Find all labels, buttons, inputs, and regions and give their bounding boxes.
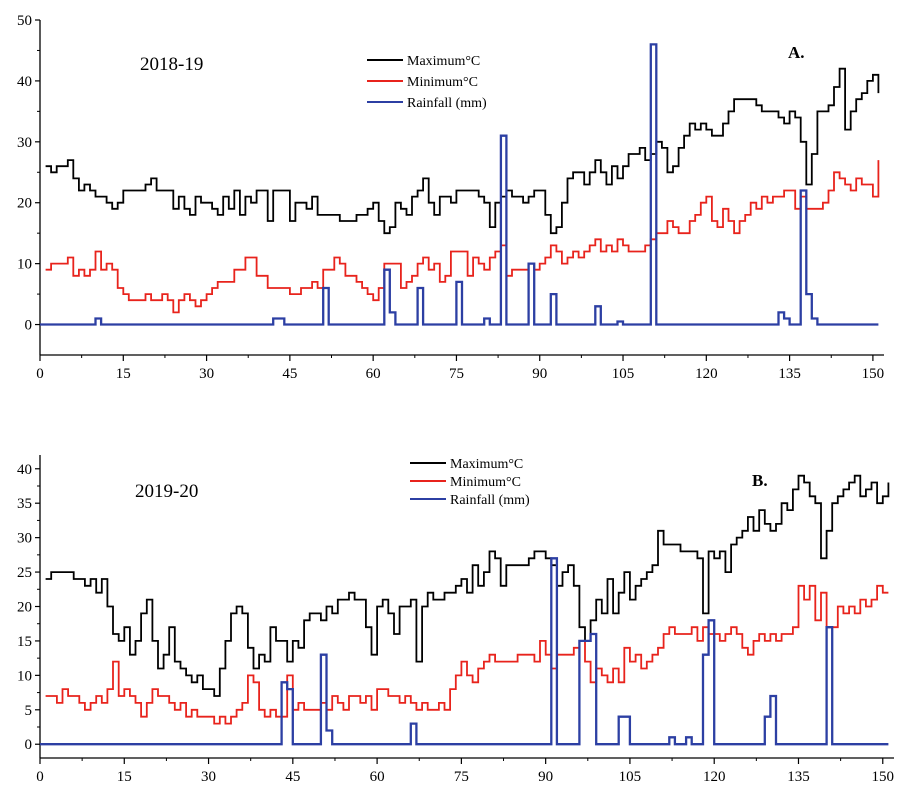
x-tick-label: 120: [695, 366, 718, 382]
x-tick-label: 15: [117, 769, 132, 785]
series-line-rainfall-mm: [40, 43, 879, 326]
legend-label-minimum-c: Minimum°C: [407, 75, 478, 90]
x-tick-label: 105: [612, 366, 635, 382]
season-annotation: 2019-20: [135, 481, 198, 502]
x-tick-label: 45: [282, 366, 297, 382]
y-tick-label: 15: [17, 634, 32, 650]
x-tick-label: 120: [703, 769, 726, 785]
legend-label-minimum-c: Minimum°C: [450, 475, 521, 490]
series-line-rainfall-mm: [40, 557, 889, 746]
panel-label: B.: [752, 471, 768, 490]
y-tick-label: 20: [17, 600, 32, 616]
series-line-maximum-c: [45, 474, 890, 697]
legend-label-maximum-c: Maximum°C: [450, 457, 523, 472]
x-tick-label: 105: [619, 769, 642, 785]
panel-2018-19: 0 10 20 30 40 50 0 15 30 45 60 75 90 105 120 135 150 Maxi…: [17, 13, 884, 382]
y-tick-label: 40: [17, 74, 32, 90]
legend-label-rainfall-mm: Rainfall (mm): [450, 493, 530, 508]
x-tick-label: 60: [370, 769, 385, 785]
x-tick-label: 75: [449, 366, 464, 382]
y-tick-label: 20: [17, 196, 32, 212]
y-tick-label: 50: [17, 13, 32, 29]
legend-label-rainfall-mm: Rainfall (mm): [407, 96, 487, 111]
series-line-maximum-c: [45, 67, 880, 235]
y-tick-label: 25: [17, 565, 32, 581]
x-tick-label: 30: [201, 769, 216, 785]
x-tick-label: 60: [366, 366, 381, 382]
x-tick-label: 45: [285, 769, 300, 785]
x-tick-label: 90: [538, 769, 553, 785]
x-tick-label: 90: [532, 366, 547, 382]
y-tick-label: 10: [17, 257, 32, 273]
x-tick-label: 75: [454, 769, 469, 785]
x-tick-label: 30: [199, 366, 214, 382]
season-annotation: 2018-19: [140, 54, 203, 75]
y-tick-label: 5: [25, 703, 33, 719]
y-tick-label: 0: [25, 737, 33, 753]
legend-label-maximum-c: Maximum°C: [407, 54, 480, 69]
x-tick-label: 150: [862, 366, 885, 382]
x-tick-label: 135: [787, 769, 810, 785]
series-line-minimum-c: [45, 584, 889, 725]
x-tick-label: 150: [872, 769, 895, 785]
y-tick-label: 10: [17, 668, 32, 684]
x-tick-label: 15: [116, 366, 131, 382]
y-tick-label: 30: [17, 135, 32, 151]
y-tick-label: 35: [17, 496, 32, 512]
series-line-minimum-c: [45, 160, 880, 314]
y-tick-label: 30: [17, 531, 32, 547]
y-tick-label: 40: [17, 462, 32, 478]
x-tick-label: 0: [36, 366, 44, 382]
panel-label: A.: [788, 43, 805, 62]
x-tick-label: 0: [36, 769, 44, 785]
y-tick-label: 0: [25, 318, 33, 334]
x-tick-label: 135: [778, 366, 801, 382]
panel-2019-20: 0 5 10 15 20 25 30 35 40 0 15 30 45 60 75 90 105 120 135 15…: [17, 455, 894, 785]
